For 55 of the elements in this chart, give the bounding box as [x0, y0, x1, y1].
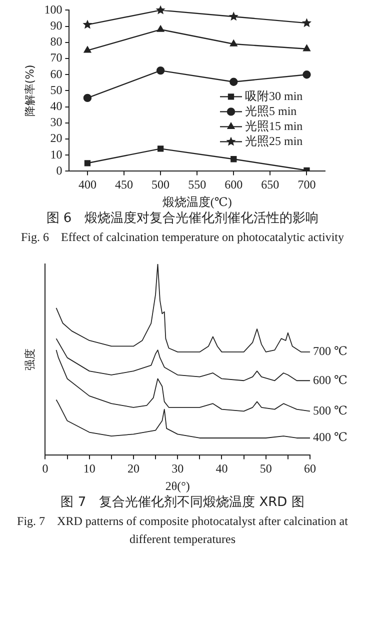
series-label: 700 ℃ [313, 344, 348, 358]
point [156, 66, 165, 75]
x-tick-label: 40 [216, 462, 228, 476]
point [156, 25, 164, 32]
point [84, 46, 92, 53]
point [83, 94, 92, 102]
y-axis-title: 降解率(%) [23, 64, 36, 117]
y-tick-label: 80 [50, 34, 62, 49]
x-tick-label: 500 [152, 178, 170, 192]
y-tick-label: 50 [50, 82, 62, 97]
x-tick-label: 700 [298, 178, 316, 192]
y-tick-label: 100 [44, 2, 62, 16]
x-tick-label: 600 [224, 178, 243, 192]
x-axis-title: 煅烧温度(℃) [162, 194, 232, 209]
y-tick-label: 20 [50, 131, 62, 146]
legend-label: 光照5 min [245, 104, 297, 118]
x-tick-label: 550 [188, 178, 206, 192]
point [156, 5, 166, 14]
point [84, 160, 91, 166]
text: Fig. 6 Effect of calcination temperature on photocatalytic activity [20, 229, 345, 246]
y-tick-label: 60 [50, 66, 62, 81]
point [303, 44, 310, 52]
text: Fig. 7 XRD patterns of composite photocatalyst after calcination at different temperatures [16, 513, 349, 548]
text: 图 6 煅烧温度对复合光催化剂催化活性的影响 [45, 210, 320, 228]
series-label: 500 ℃ [313, 403, 348, 418]
y-tick-label: 0 [56, 163, 62, 178]
point [228, 12, 238, 21]
y-tick-label: 30 [50, 115, 62, 130]
point [230, 156, 237, 162]
x-tick-label: 50 [260, 462, 272, 476]
legend-label: 吸附30 min [245, 88, 303, 103]
series-label: 400 ℃ [313, 430, 348, 444]
x-tick-label: 60 [304, 462, 316, 476]
text: 图 7 复合光催化剂不同煅烧温度 XRD 图 [60, 494, 306, 512]
y-tick-label: 90 [50, 18, 62, 32]
x-tick-label: 400 [78, 178, 96, 192]
y-tick-label: 10 [50, 147, 62, 162]
point [157, 146, 164, 152]
x-tick-label: 10 [83, 462, 96, 476]
point [302, 18, 312, 28]
x-tick-label: 30 [172, 462, 184, 476]
y-axis-title: 强度 [23, 348, 36, 371]
y-tick-label: 40 [50, 98, 62, 113]
legend-label: 光照25 min [245, 134, 303, 148]
point [302, 70, 311, 79]
point [230, 40, 238, 46]
series-label: 600 ℃ [313, 372, 348, 387]
point [230, 78, 238, 86]
point [82, 20, 92, 29]
y-tick-label: 70 [50, 50, 62, 65]
x-tick-label: 20 [127, 462, 140, 476]
legend-label: 光照15 min [245, 118, 303, 133]
x-tick-label: 450 [115, 178, 134, 192]
x-tick-label: 650 [261, 178, 280, 192]
x-axis-title: 2θ(°) [165, 478, 190, 493]
